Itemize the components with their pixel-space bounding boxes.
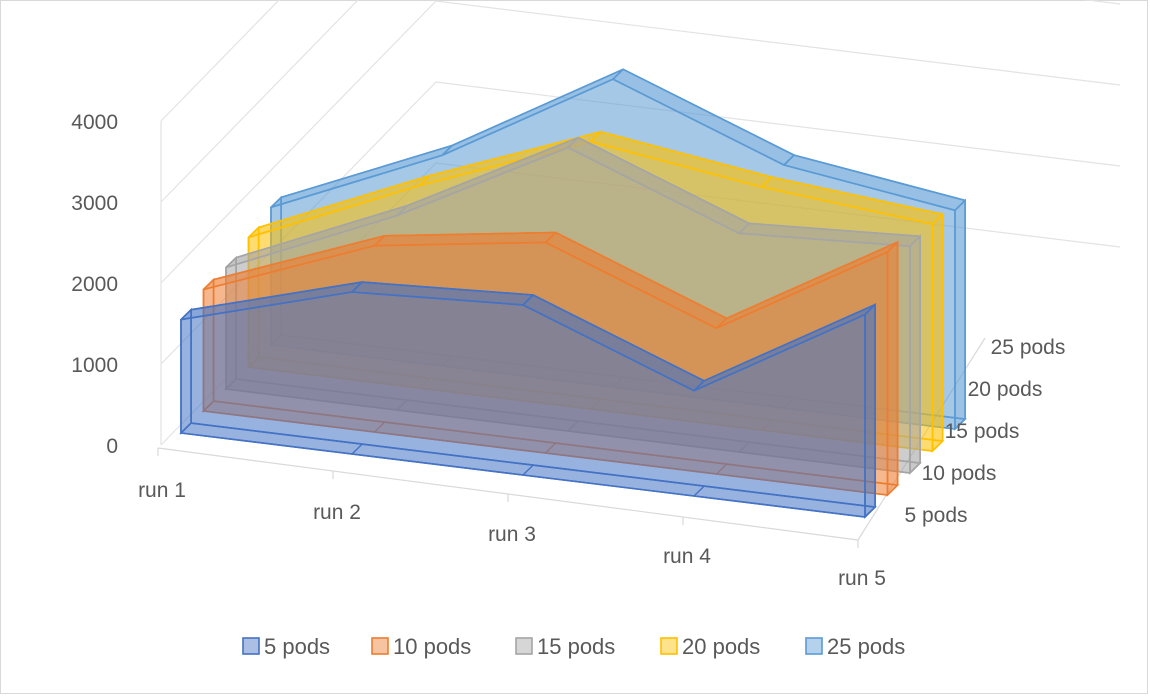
depth-tick-label: 5 pods	[904, 504, 967, 527]
legend-swatch	[805, 637, 823, 655]
series-area	[224, 136, 922, 475]
x-tick-label: run 2	[313, 501, 361, 524]
legend-label: 15 pods	[537, 634, 615, 659]
category-divider	[761, 419, 773, 431]
series-area	[269, 68, 967, 431]
area-right-cap	[954, 198, 966, 431]
y-tick-label: 3000	[71, 192, 118, 215]
legend-entry: 5 pods	[242, 634, 330, 659]
legend-swatch	[242, 637, 260, 655]
y-axis-ticks: 0 1000 2000 3000 4000	[71, 111, 118, 458]
x-tick-label: run 3	[488, 523, 536, 546]
depth-axis-ticks: 5 pods 10 pods 15 pods 20 pods 25 pods	[904, 336, 1065, 527]
y-tick-label: 4000	[71, 111, 118, 134]
legend-entry: 10 pods	[371, 634, 471, 659]
area-right-cap	[864, 302, 876, 519]
area-right-cap	[931, 212, 944, 453]
area-right-cap	[909, 234, 921, 475]
x-tick-label: run 1	[138, 479, 186, 502]
area-right-cap	[886, 240, 899, 497]
legend-entry: 20 pods	[660, 634, 760, 659]
legend-label: 10 pods	[393, 634, 471, 659]
y-tick-label: 2000	[71, 273, 118, 296]
series-area	[246, 131, 945, 453]
category-divider	[738, 441, 750, 453]
series-area	[201, 231, 900, 497]
legend-label: 5 pods	[264, 634, 330, 659]
x-tick-label: run 5	[838, 567, 886, 590]
category-divider	[441, 355, 453, 367]
legend-swatch	[371, 637, 389, 655]
x-tick-label: run 4	[663, 545, 711, 568]
category-divider	[351, 443, 363, 455]
series-area	[179, 281, 877, 519]
category-divider	[545, 442, 557, 454]
depth-tick-label: 25 pods	[991, 336, 1066, 359]
gridline	[160, 0, 1121, 284]
x-axis-ticks: run 1 run 2 run 3 run 4 run 5	[138, 479, 886, 590]
depth-tick-label: 10 pods	[922, 462, 997, 485]
series-areas	[179, 68, 967, 519]
category-divider	[693, 485, 705, 497]
legend-entry: 15 pods	[515, 634, 615, 659]
category-divider	[612, 376, 624, 388]
depth-tick-label: 20 pods	[968, 378, 1043, 401]
legend-label: 25 pods	[827, 634, 905, 659]
depth-tick-label: 15 pods	[945, 420, 1020, 443]
category-divider	[396, 399, 408, 411]
y-tick-label: 0	[106, 435, 118, 458]
category-divider	[567, 420, 579, 432]
category-divider	[374, 421, 386, 433]
legend-entry: 25 pods	[805, 634, 905, 659]
legend-swatch	[515, 637, 533, 655]
category-divider	[522, 464, 534, 476]
gridline	[160, 0, 280, 122]
legend-swatch	[660, 637, 678, 655]
legend-label: 20 pods	[682, 634, 760, 659]
category-divider	[783, 397, 795, 409]
gridline	[160, 0, 1121, 203]
y-tick-label: 1000	[71, 354, 118, 377]
category-divider	[716, 463, 728, 475]
gridline	[160, 162, 1121, 446]
category-divider	[419, 377, 431, 389]
legend: 5 pods 10 pods 15 pods 20 pods 25 pods	[242, 634, 905, 659]
category-divider	[590, 398, 602, 410]
